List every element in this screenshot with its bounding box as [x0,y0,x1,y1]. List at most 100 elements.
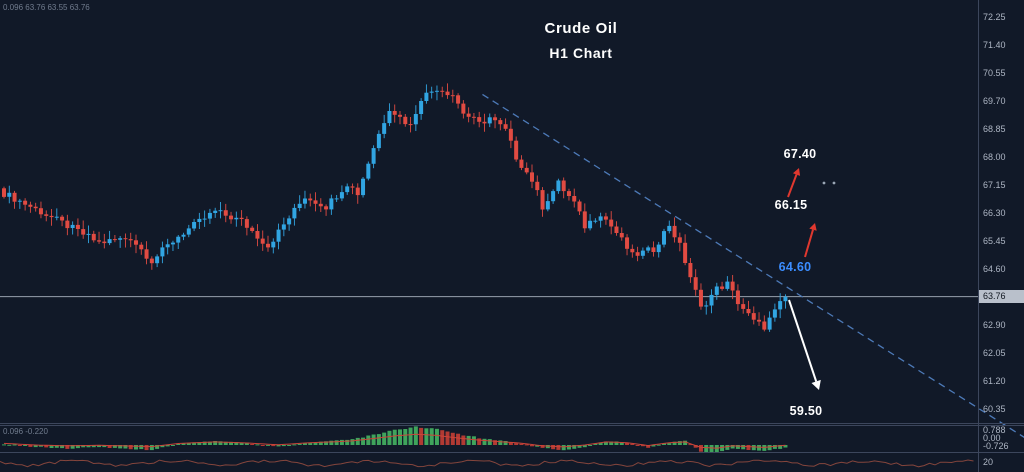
oscillator-bar [762,445,767,451]
candle [292,203,297,226]
candle [461,100,466,119]
candle [683,234,688,266]
oscillator-bar [366,435,371,445]
oscillator-bar [524,444,529,446]
oscillator-bar [75,445,80,449]
candle [656,241,661,258]
oscillator-bar [17,445,22,446]
candle [688,258,693,283]
candle [588,214,593,231]
candle [619,227,624,241]
price-axis-label: 60.35 [983,404,1006,414]
price-axis-label: 67.15 [983,180,1006,190]
oscillator-bar [134,445,138,450]
candle [725,276,730,291]
candle [598,212,603,228]
candle [223,203,228,223]
candle [603,212,608,225]
oscillator-bar [572,445,577,449]
candle [202,210,207,227]
oscillator-bar [149,445,154,451]
candle [112,235,117,243]
candle [102,233,107,249]
price-axis-label: 72.25 [983,12,1006,22]
candle [382,114,387,139]
oscillator-bar [725,445,730,450]
candle [318,198,323,212]
oscillator-bar [720,445,725,452]
candle [519,155,524,171]
candle [540,187,545,217]
oscillator-bar [493,440,498,445]
candle [81,220,86,239]
candle [530,164,534,189]
candle [17,198,22,209]
candle [23,198,28,211]
candle [218,202,223,219]
bottom-indicator-line [0,459,974,468]
candle [197,212,202,229]
oscillator-bar [281,445,286,447]
oscillator-bar [2,444,6,446]
oscillator-bar [461,435,466,445]
candle [503,118,508,131]
candle [281,217,286,237]
oscillator-bar [112,445,117,448]
annotation-resistance-target-lower[interactable]: 66.15 [774,198,808,212]
oscillator-bar [107,445,112,448]
candle [86,225,91,244]
oscillator-bar [382,432,387,445]
candle [609,211,614,235]
oscillator-bar [735,445,740,449]
oscillator-bar [640,445,645,447]
candle [33,202,38,212]
annotation-breakdown-level[interactable]: 64.60 [778,260,812,274]
candle [672,217,677,243]
candle [450,89,455,103]
annotation-downside-target[interactable]: 59.50 [789,404,823,418]
candle [778,293,783,319]
oscillator-bar [419,427,424,445]
oscillator-bar [102,445,107,448]
arrows-layer [787,168,821,390]
candle [582,203,587,233]
oscillator-bar [772,445,777,449]
candle [667,220,672,234]
candle [566,188,571,201]
candle [751,306,756,325]
oscillator-bar [387,430,392,445]
oscillator-bar [635,445,640,446]
oscillator-bar [614,441,619,445]
oscillator-bar [704,445,709,453]
candle [440,86,445,98]
candle [445,83,450,99]
oscillator-bar [361,437,366,445]
oscillator-bar [318,441,323,445]
descending-trendline[interactable] [482,93,1024,438]
projection-arrow-up-2[interactable] [804,223,817,258]
oscillator-bar [561,445,566,451]
oscillator-bar [287,445,292,446]
projection-arrow-down[interactable] [788,299,821,390]
candle [28,201,33,213]
candle [561,177,566,199]
oscillator-bar [577,445,582,448]
oscillator-bar [651,445,656,447]
projection-arrow-up-1[interactable] [787,168,801,198]
oscillator-bar [271,445,276,447]
oscillator-bar [619,442,624,445]
oscillator-bar [688,444,693,446]
price-axis-label: 65.45 [983,236,1006,246]
oscillator-bar [646,445,651,448]
oscillator-bar [482,438,487,445]
annotation-resistance-target-upper[interactable]: 67.40 [783,147,817,161]
candle [524,162,529,175]
oscillator-bar [218,441,223,445]
oscillator-bar [255,444,260,446]
oscillator-bar [260,445,265,446]
oscillator-bar [334,440,339,445]
oscillator-bar [23,445,28,446]
oscillator-bar [403,429,408,445]
